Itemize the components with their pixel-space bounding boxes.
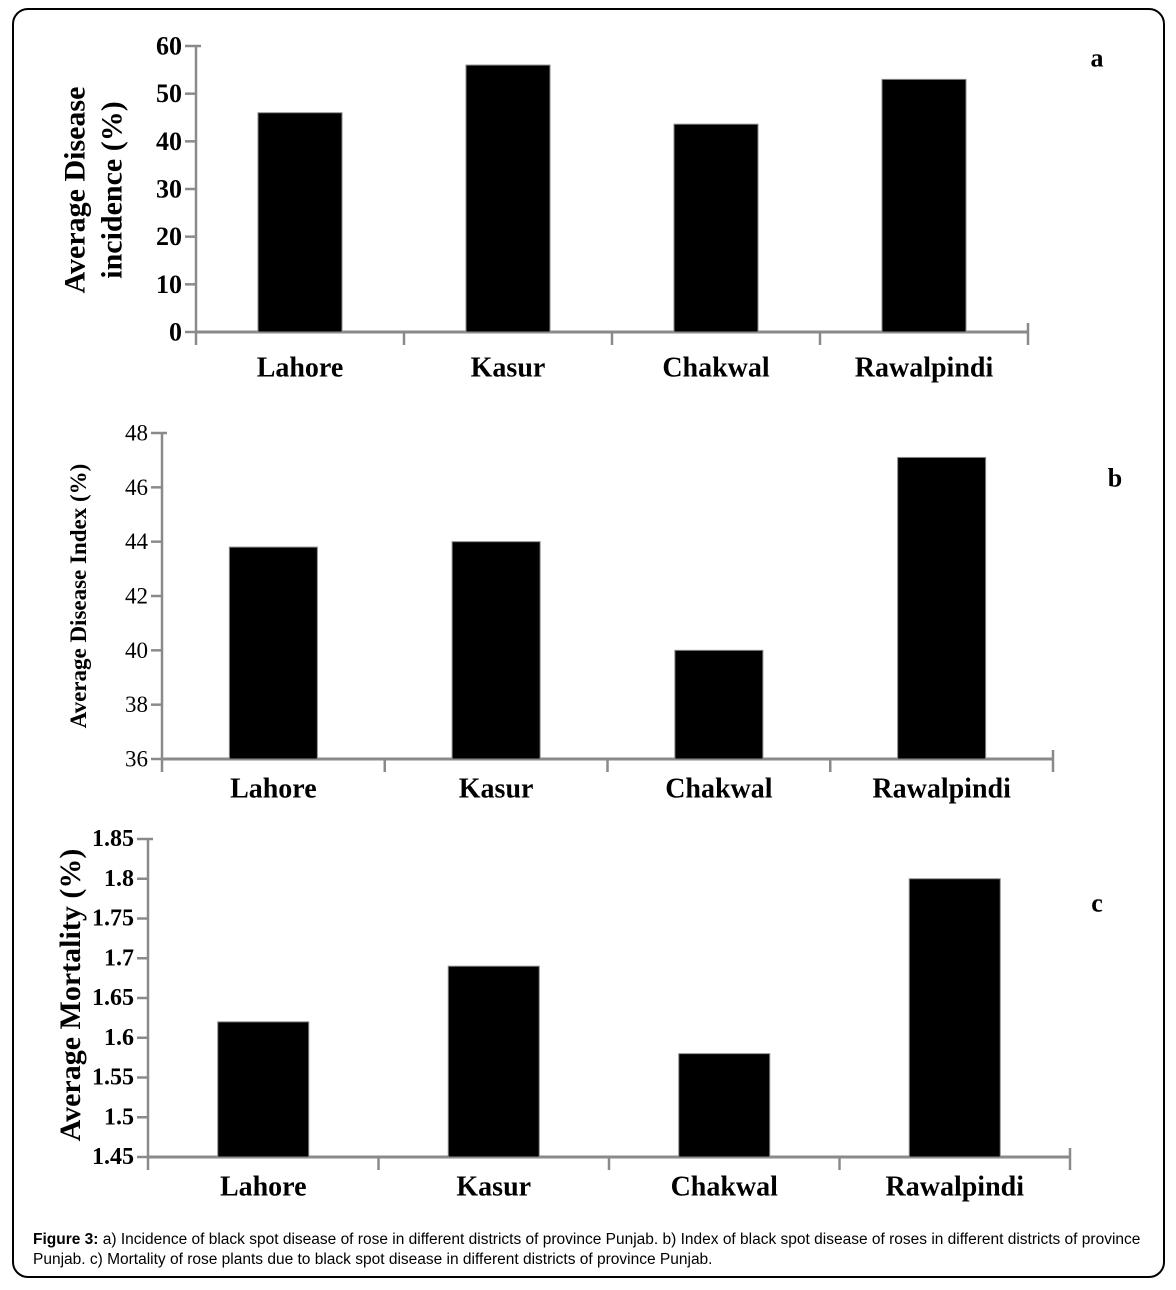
category-label-rawalpindi: Rawalpindi xyxy=(872,774,1011,805)
category-label-chakwal: Chakwal xyxy=(671,1172,779,1203)
y-tick-label-c: 1.6 xyxy=(104,1025,134,1051)
panel-letter-b: b xyxy=(1108,464,1122,493)
caption-label: Figure 3: xyxy=(33,1231,99,1248)
bar-a-lahore xyxy=(257,112,343,333)
y-tick-label-b: 44 xyxy=(125,529,149,554)
panel-letter-c: c xyxy=(1091,889,1103,918)
y-tick-label-a: 50 xyxy=(156,79,182,108)
y-tick-label-c: 1.55 xyxy=(92,1065,134,1091)
y-tick-label-b: 48 xyxy=(125,421,148,446)
y-tick-label-a: 0 xyxy=(169,318,182,347)
bar-b-lahore xyxy=(228,546,318,760)
category-label-kasur: Kasur xyxy=(456,1172,531,1203)
figure-caption: Figure 3: a) Incidence of black spot dis… xyxy=(33,1230,1149,1270)
category-label-rawalpindi: Rawalpindi xyxy=(855,353,994,384)
bar-c-kasur xyxy=(447,965,540,1158)
y-tick-label-a: 60 xyxy=(156,32,182,61)
category-label-kasur: Kasur xyxy=(459,774,534,805)
y-tick-label-a: 20 xyxy=(156,222,182,251)
bar-c-chakwal xyxy=(678,1053,771,1158)
bar-a-rawalpindi xyxy=(881,78,967,333)
y-tick-label-c: 1.8 xyxy=(104,866,134,892)
bar-c-rawalpindi xyxy=(908,878,1001,1158)
charts-canvas: 0 10 20 30 40 50 60 Lahore Kasur Chakwal Rawalpind… xyxy=(54,32,1122,1203)
panel-letter-a: a xyxy=(1091,44,1104,73)
y-tick-label-c: 1.45 xyxy=(92,1144,134,1170)
y-tick-label-c: 1.85 xyxy=(92,826,134,852)
y-axis-title-b: Average Disease Index (%) xyxy=(66,464,91,729)
y-tick-label-a: 10 xyxy=(156,270,182,299)
chart-panel-a: 0 10 20 30 40 50 60 Lahore Kasur Chakwal Rawalpind… xyxy=(59,32,1104,384)
y-tick-label-b: 36 xyxy=(125,747,148,772)
bar-c-lahore xyxy=(217,1021,310,1158)
y-axis-title-c: Average Mortality (%) xyxy=(54,849,87,1142)
chart-panel-b: 36 38 40 42 44 46 48 Lahore Kasur Chakwal Rawalpin… xyxy=(66,421,1122,805)
y-tick-label-c: 1.5 xyxy=(104,1104,134,1130)
y-tick-label-c: 1.7 xyxy=(104,945,134,971)
y-tick-label-b: 46 xyxy=(125,475,148,500)
y-axis-title-a: Average Disease incidence (%) xyxy=(59,87,129,294)
y-tick-label-a: 40 xyxy=(156,127,182,156)
category-label-chakwal: Chakwal xyxy=(665,774,773,805)
chart-panel-c: 1.45 1.5 1.55 1.6 1.65 1.7 1.75 1.8 1.85 Lahore Ka… xyxy=(54,826,1103,1203)
bar-b-kasur xyxy=(451,541,541,760)
figure-border xyxy=(12,8,1165,1278)
category-label-kasur: Kasur xyxy=(471,353,546,384)
y-tick-label-b: 40 xyxy=(125,638,148,663)
category-label-rawalpindi: Rawalpindi xyxy=(886,1172,1025,1203)
caption-text: a) Incidence of black spot disease of ro… xyxy=(33,1231,1141,1268)
category-label-chakwal: Chakwal xyxy=(662,353,770,384)
bar-b-rawalpindi xyxy=(897,456,987,760)
bar-b-chakwal xyxy=(674,649,764,760)
category-label-lahore: Lahore xyxy=(220,1172,307,1203)
bar-a-kasur xyxy=(465,64,551,333)
y-tick-label-b: 38 xyxy=(125,692,148,717)
y-tick-label-a: 30 xyxy=(156,175,182,204)
category-label-lahore: Lahore xyxy=(257,353,344,384)
y-tick-label-c: 1.75 xyxy=(92,906,134,932)
bar-a-chakwal xyxy=(673,123,759,333)
y-tick-label-b: 42 xyxy=(125,584,148,609)
category-label-lahore: Lahore xyxy=(230,774,317,805)
y-tick-label-c: 1.65 xyxy=(92,985,134,1011)
